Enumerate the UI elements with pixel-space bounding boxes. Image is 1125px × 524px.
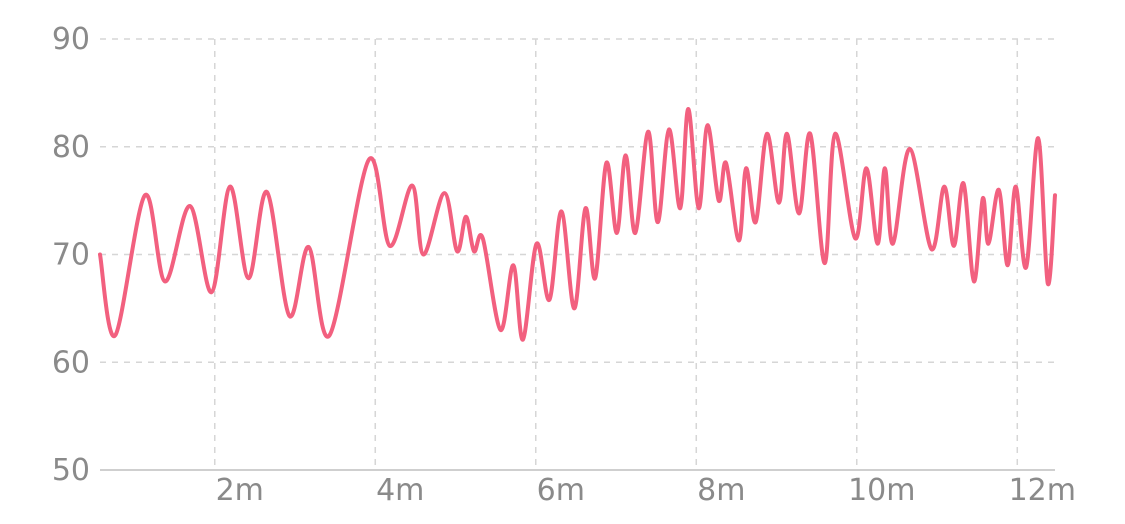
- y-tick-label: 90: [52, 22, 90, 57]
- y-tick-label: 70: [52, 238, 90, 273]
- x-tick-label: 6m: [537, 473, 585, 508]
- grid-lines: [100, 38, 1055, 470]
- x-tick-label: 12m: [1009, 473, 1076, 508]
- series-line: [98, 107, 1057, 342]
- y-tick-label: 80: [52, 130, 90, 165]
- x-tick-label: 10m: [848, 473, 915, 508]
- x-tick-label: 2m: [216, 473, 264, 508]
- y-tick-label: 50: [52, 453, 90, 488]
- series-layer: [98, 107, 1057, 342]
- x-tick-label: 4m: [376, 473, 424, 508]
- tick-labels: 50 60 70 80 90 2m 4m 6m 8m 10m 12m: [52, 22, 1076, 508]
- x-tick-label: 8m: [697, 473, 745, 508]
- y-tick-label: 60: [52, 345, 90, 380]
